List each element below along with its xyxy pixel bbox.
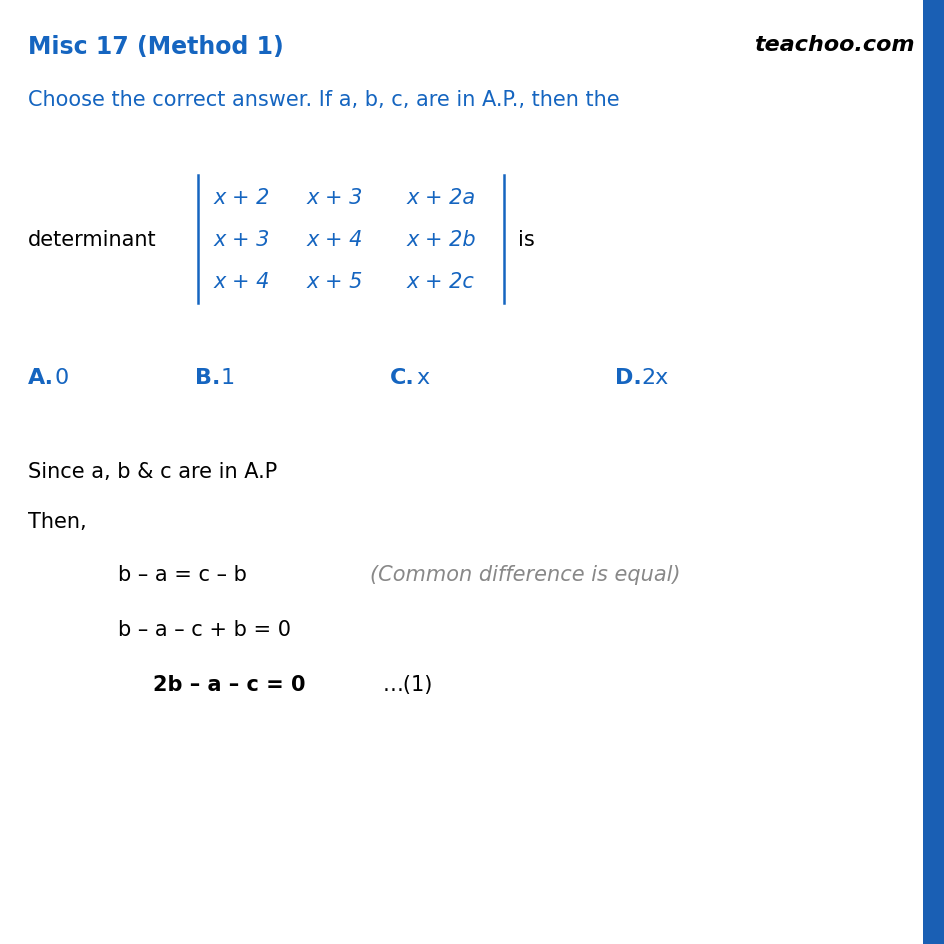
Text: x + 2a: x + 2a [407,188,476,208]
Text: x + 2c: x + 2c [407,272,475,292]
Text: determinant: determinant [28,229,157,250]
Text: 1: 1 [221,367,235,388]
Text: x + 2: x + 2 [213,188,270,208]
Text: b – a = c – b: b – a = c – b [118,565,246,584]
Text: x: x [415,367,429,388]
Text: x + 3: x + 3 [213,229,270,250]
Text: …(1): …(1) [382,674,433,694]
Text: x + 4: x + 4 [307,229,363,250]
Text: A.: A. [28,367,54,388]
Text: teachoo.com: teachoo.com [753,35,914,55]
Text: 2x: 2x [640,367,667,388]
Text: x + 2b: x + 2b [407,229,476,250]
Text: D.: D. [615,367,641,388]
Text: x + 5: x + 5 [307,272,363,292]
Text: x + 3: x + 3 [307,188,363,208]
Text: Then,: Then, [28,512,87,531]
Text: b – a – c + b = 0: b – a – c + b = 0 [118,619,291,639]
Text: (Common difference is equal): (Common difference is equal) [370,565,680,584]
Text: Since a, b & c are in A.P: Since a, b & c are in A.P [28,462,277,481]
Text: 0: 0 [54,367,68,388]
Text: is: is [517,229,534,250]
Text: Misc 17 (Method 1): Misc 17 (Method 1) [28,35,283,59]
Text: x + 4: x + 4 [213,272,270,292]
Bar [922,0,944,944]
Text: C.: C. [390,367,414,388]
Text: Choose the correct answer. If a, b, c, are in A.P., then the: Choose the correct answer. If a, b, c, a… [28,90,619,110]
Text: B.: B. [194,367,220,388]
Text: 2b – a – c = 0: 2b – a – c = 0 [153,674,305,694]
